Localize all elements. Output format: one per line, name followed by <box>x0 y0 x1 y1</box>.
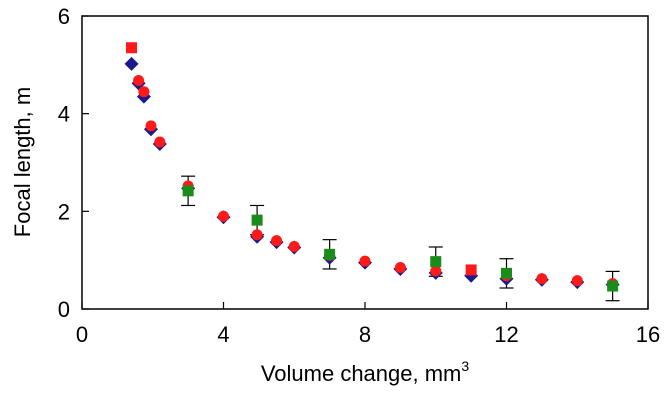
data-point-circle <box>133 74 145 86</box>
x-tick-label: 12 <box>494 322 518 347</box>
tick-labels: 0 4 8 12 16 0 2 4 6 <box>58 4 660 347</box>
x-tick-label: 4 <box>217 322 229 347</box>
axis-ticks <box>81 15 649 310</box>
data-point-circle <box>154 136 166 148</box>
y-tick-label: 4 <box>58 102 70 127</box>
y-tick-label: 6 <box>58 4 70 29</box>
data-point-square <box>607 280 619 292</box>
x-tick-label: 16 <box>636 322 660 347</box>
error-bars <box>181 175 620 302</box>
data-point-circle <box>145 120 157 132</box>
data-point-circle <box>288 240 300 252</box>
data-point-circle <box>536 273 548 285</box>
data-markers <box>124 42 620 292</box>
y-tick-label: 0 <box>58 297 70 322</box>
x-tick-label: 0 <box>76 322 88 347</box>
data-point-diamond <box>124 56 139 71</box>
data-point-circle <box>571 275 583 287</box>
x-axis-title-superscript: 3 <box>461 358 469 374</box>
data-point-square <box>182 185 194 197</box>
data-point-circle <box>394 261 406 273</box>
data-point-circle <box>430 265 442 277</box>
data-point-square <box>430 256 442 268</box>
data-point-circle <box>271 235 283 247</box>
x-axis-title-text: Volume change, mm <box>261 361 462 386</box>
data-point-square <box>501 267 512 279</box>
y-tick-label: 2 <box>58 199 70 224</box>
data-point-square <box>465 264 477 276</box>
data-point-circle <box>359 255 371 267</box>
data-point-square <box>126 42 138 54</box>
data-point-circle <box>251 229 263 241</box>
y-axis-title: Focal length, m <box>10 87 35 237</box>
data-point-square <box>324 248 336 260</box>
data-point-circle <box>218 210 229 222</box>
x-tick-label: 8 <box>359 322 371 347</box>
data-point-circle <box>138 86 150 98</box>
x-axis-title: Volume change, mm3 <box>261 358 470 386</box>
data-point-square <box>251 214 263 226</box>
